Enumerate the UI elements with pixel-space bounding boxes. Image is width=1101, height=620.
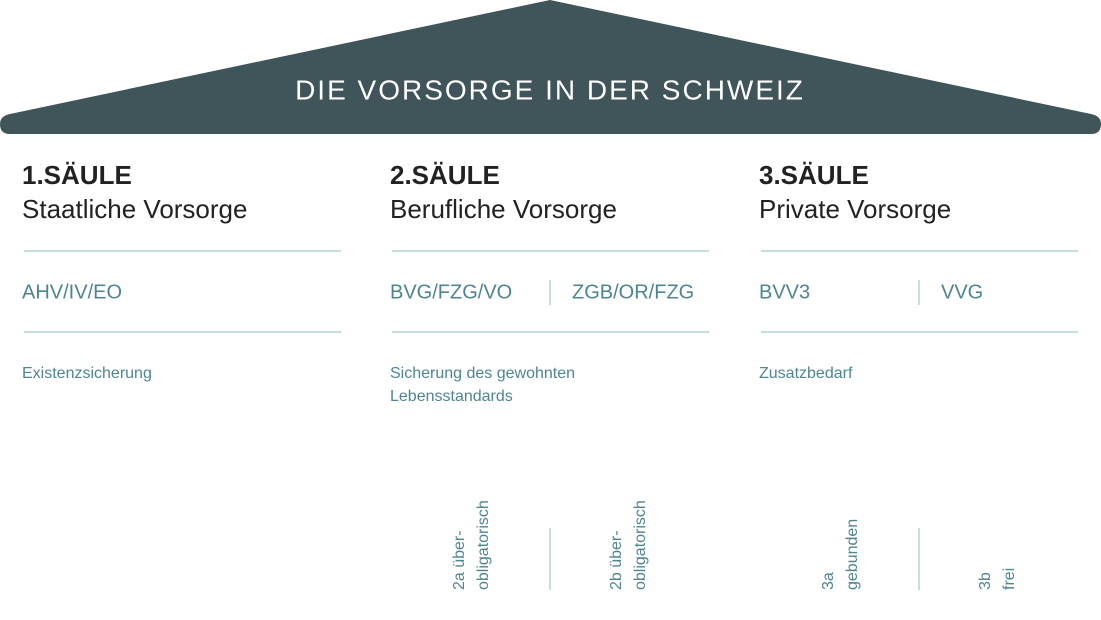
law: BVV3 bbox=[759, 281, 810, 303]
part-label: 3a bbox=[820, 572, 837, 590]
roof bbox=[0, 0, 1101, 134]
part-label: obligatorisch bbox=[475, 500, 492, 590]
law: ZGB/OR/FZG bbox=[572, 281, 694, 303]
pillar-subtitle: Berufliche Vorsorge bbox=[390, 194, 617, 224]
law: VVG bbox=[941, 281, 983, 303]
law: BVG/FZG/VO bbox=[390, 281, 512, 303]
description: Zusatzbedarf bbox=[759, 365, 853, 382]
part-label: frei bbox=[1001, 568, 1018, 590]
roof-title: DIE VORSORGE IN DER SCHWEIZ bbox=[295, 74, 805, 105]
part-label: obligatorisch bbox=[632, 500, 649, 590]
description: Sicherung des gewohnten bbox=[390, 365, 575, 382]
pillar-subtitle: Private Vorsorge bbox=[759, 194, 951, 224]
part-label: 2a über- bbox=[451, 530, 468, 590]
part-label: 2b über- bbox=[608, 530, 625, 590]
pillar-heading: 2.SÄULE bbox=[390, 160, 500, 190]
part-label: gebunden bbox=[844, 519, 861, 590]
pillar-heading: 1.SÄULE bbox=[22, 160, 132, 190]
part-label: 3b bbox=[977, 572, 994, 590]
pillar-subtitle: Staatliche Vorsorge bbox=[22, 194, 247, 224]
pillar-heading: 3.SÄULE bbox=[759, 160, 869, 190]
description: Lebensstandards bbox=[390, 388, 513, 405]
description: Existenzsicherung bbox=[22, 365, 152, 382]
law: AHV/IV/EO bbox=[22, 281, 122, 303]
